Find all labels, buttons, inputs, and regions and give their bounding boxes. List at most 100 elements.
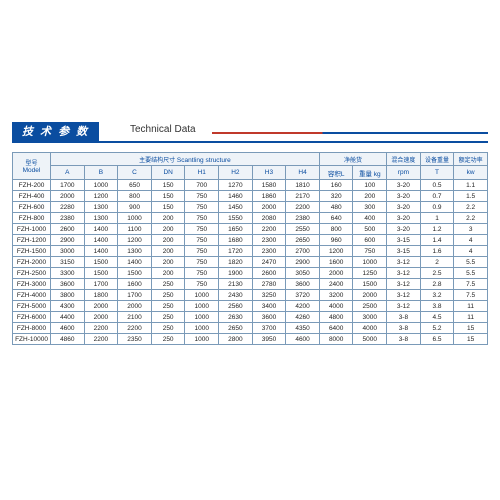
- cell-value: 3: [454, 224, 488, 235]
- h-net: 净舱货: [319, 153, 386, 166]
- h-H2: H2: [219, 166, 253, 180]
- cell-value: 1720: [219, 246, 253, 257]
- cell-value: 6.5: [420, 334, 454, 345]
- table-row: FZH-400200012008001507501460186021703202…: [13, 191, 488, 202]
- cell-value: 2300: [252, 246, 286, 257]
- cell-value: 150: [151, 191, 185, 202]
- h-rpm: rpm: [387, 166, 421, 180]
- table-row: FZH-100026001400110020075016502200255080…: [13, 224, 488, 235]
- cell-value: 1800: [84, 290, 118, 301]
- cell-value: 2200: [286, 202, 320, 213]
- cell-value: 2000: [51, 191, 85, 202]
- cell-value: 2700: [286, 246, 320, 257]
- cell-value: 5.2: [420, 323, 454, 334]
- cell-value: 800: [319, 224, 353, 235]
- cell-value: 2130: [219, 279, 253, 290]
- table-row: FZH-250033001500150020075019002600305020…: [13, 268, 488, 279]
- cell-value: 750: [185, 279, 219, 290]
- cell-value: 0.9: [420, 202, 454, 213]
- cell-value: 1250: [353, 268, 387, 279]
- cell-value: 2400: [319, 279, 353, 290]
- cell-value: 750: [185, 257, 219, 268]
- cell-value: 2.5: [420, 268, 454, 279]
- cell-value: 3400: [252, 301, 286, 312]
- cell-value: 3-20: [387, 224, 421, 235]
- cell-value: 3-12: [387, 268, 421, 279]
- cell-value: 1580: [252, 180, 286, 191]
- cell-value: 200: [151, 257, 185, 268]
- cell-value: 3-15: [387, 246, 421, 257]
- cell-value: 3-8: [387, 334, 421, 345]
- accent-line: [212, 132, 488, 134]
- tbody: FZH-200170010006501507001270158018101601…: [13, 180, 488, 345]
- cell-value: 2000: [84, 312, 118, 323]
- cell-value: 1.5: [454, 191, 488, 202]
- cell-value: 0.7: [420, 191, 454, 202]
- cell-value: 700: [185, 180, 219, 191]
- thead: 型号Model 主要结构尺寸 Scantling structure 净舱货 混…: [13, 153, 488, 180]
- cell-value: 3-20: [387, 202, 421, 213]
- cell-value: 2200: [252, 224, 286, 235]
- cell-value: 3-12: [387, 301, 421, 312]
- cell-model: FZH-2000: [13, 257, 51, 268]
- cell-value: 1500: [118, 268, 152, 279]
- cell-value: 500: [353, 224, 387, 235]
- cell-value: 3-12: [387, 257, 421, 268]
- cell-value: 150: [151, 202, 185, 213]
- cell-value: 750: [353, 246, 387, 257]
- cell-value: 4: [454, 246, 488, 257]
- cell-value: 1200: [319, 246, 353, 257]
- cell-value: 8000: [319, 334, 353, 345]
- h-scantling: 主要结构尺寸 Scantling structure: [51, 153, 320, 166]
- h-DN: DN: [151, 166, 185, 180]
- cell-value: 200: [151, 235, 185, 246]
- cell-model: FZH-5000: [13, 301, 51, 312]
- page: 技 术 参 数 Technical Data 型号Model 主要结构尺寸 Sc…: [0, 0, 500, 500]
- cell-value: 2550: [286, 224, 320, 235]
- cell-value: 1810: [286, 180, 320, 191]
- cell-value: 2650: [286, 235, 320, 246]
- cell-value: 2200: [84, 323, 118, 334]
- cell-value: 2500: [353, 301, 387, 312]
- cell-value: 2000: [118, 301, 152, 312]
- cell-value: 250: [151, 312, 185, 323]
- cell-value: 250: [151, 323, 185, 334]
- cell-value: 3-20: [387, 180, 421, 191]
- h-kw: kw: [454, 166, 488, 180]
- title-band: 技 术 参 数 Technical Data: [12, 122, 488, 142]
- table-row: FZH-200170010006501507001270158018101601…: [13, 180, 488, 191]
- cell-value: 0.5: [420, 180, 454, 191]
- cell-value: 750: [185, 213, 219, 224]
- cell-value: 4600: [51, 323, 85, 334]
- table-row: FZH-800046002200220025010002650370043506…: [13, 323, 488, 334]
- cell-value: 4.5: [420, 312, 454, 323]
- cell-value: 5.5: [454, 257, 488, 268]
- h-B: B: [84, 166, 118, 180]
- cell-model: FZH-2500: [13, 268, 51, 279]
- cell-value: 3600: [51, 279, 85, 290]
- cell-model: FZH-400: [13, 191, 51, 202]
- cell-value: 5.5: [454, 268, 488, 279]
- h-H3: H3: [252, 166, 286, 180]
- cell-value: 6400: [319, 323, 353, 334]
- cell-value: 3950: [252, 334, 286, 345]
- cell-value: 750: [185, 268, 219, 279]
- h-speed: 混合速度: [387, 153, 421, 166]
- cell-value: 2.2: [454, 213, 488, 224]
- cell-value: 2600: [51, 224, 85, 235]
- cell-value: 2200: [84, 334, 118, 345]
- cell-value: 2280: [51, 202, 85, 213]
- cell-value: 1000: [353, 257, 387, 268]
- cell-value: 1500: [84, 268, 118, 279]
- cell-value: 320: [319, 191, 353, 202]
- cell-value: 2470: [252, 257, 286, 268]
- cell-value: 1.4: [420, 235, 454, 246]
- cell-value: 4260: [286, 312, 320, 323]
- cell-value: 800: [118, 191, 152, 202]
- cell-value: 1300: [84, 213, 118, 224]
- cell-value: 2630: [219, 312, 253, 323]
- h-dev: 设备重量: [420, 153, 454, 166]
- cell-value: 5000: [353, 334, 387, 345]
- cell-value: 2000: [252, 202, 286, 213]
- title-cn: 技 术 参 数: [12, 122, 99, 142]
